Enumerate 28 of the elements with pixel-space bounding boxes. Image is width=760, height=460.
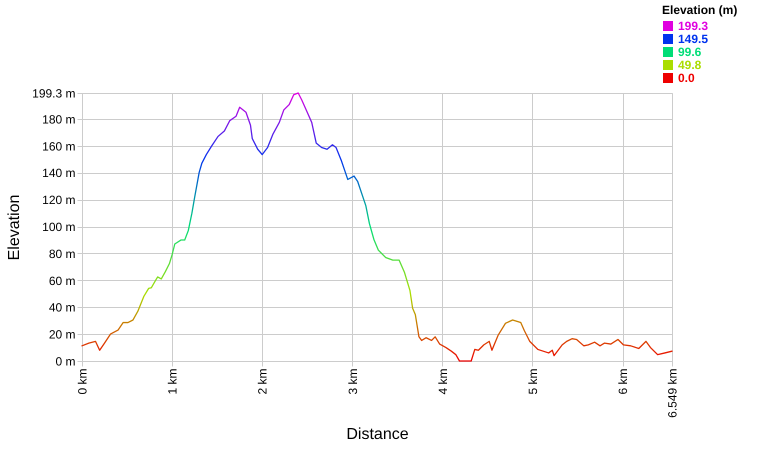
x-tick-label: 4 km (436, 368, 450, 395)
color-bar-label: 199.3 (678, 19, 708, 33)
y-tick-label: 180 m (42, 112, 76, 126)
color-bar-label: 0.0 (678, 71, 696, 85)
x-tick-label: 6 km (616, 368, 630, 395)
x-tick-label: 5 km (526, 368, 540, 395)
y-tick-label: 160 m (42, 139, 76, 154)
y-tick-label: 140 m (42, 166, 76, 180)
x-tick-label: 2 km (256, 368, 270, 395)
line-series (81, 92, 673, 362)
x-axis-title: Distance (346, 426, 409, 443)
color-bar-label: 99.6 (678, 45, 702, 59)
y-tick-label: 120 m (42, 193, 76, 208)
y-axis-title: Elevation (6, 194, 24, 260)
y-tick-label: 60 m (48, 274, 76, 288)
x-tick-label: 0 km (76, 368, 90, 395)
color-bar-label: 49.8 (678, 58, 702, 72)
color-bar-label: 149.5 (678, 32, 708, 46)
y-tick-label: 100 m (42, 220, 76, 234)
x-tick-label: 6.549 km (666, 368, 680, 418)
y-tick-label: 0 m (55, 354, 76, 368)
y-tick-label: 199.3 m (32, 86, 76, 100)
y-tick-label: 80 m (48, 246, 76, 261)
x-tick-label: 3 km (346, 368, 360, 395)
x-tick-label: 1 km (166, 368, 180, 395)
color-bar-title: Elevation (m) (662, 3, 738, 17)
y-tick-label: 40 m (48, 300, 76, 315)
y-tick-label: 20 m (48, 328, 76, 342)
